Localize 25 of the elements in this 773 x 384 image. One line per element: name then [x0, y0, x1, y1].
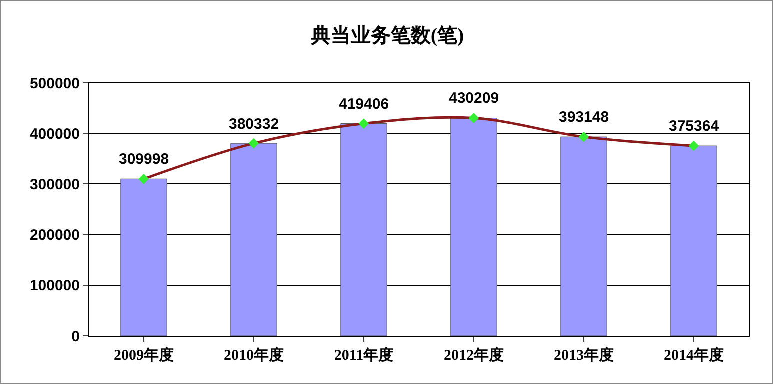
x-tick-label: 2010年度 [224, 346, 284, 364]
x-tick-label: 2009年度 [114, 346, 174, 364]
y-tick-label: 400000 [30, 126, 80, 143]
bar [120, 178, 168, 336]
y-tick-label: 500000 [30, 75, 80, 92]
x-tick-label: 2013年度 [554, 346, 614, 364]
bar [230, 143, 278, 336]
bar [670, 146, 718, 336]
y-tick-label: 0 [72, 328, 80, 346]
y-tick-label: 300000 [30, 176, 80, 194]
bar [340, 124, 388, 336]
data-label: 375364 [669, 118, 720, 135]
y-tick-label: 100000 [30, 278, 80, 295]
data-label: 309998 [119, 151, 170, 168]
x-tick-label: 2012年度 [444, 346, 504, 364]
data-label: 419406 [339, 96, 390, 113]
bar [450, 118, 498, 336]
chart-title: 典当业务笔数(笔) [310, 24, 464, 47]
data-label: 380332 [229, 116, 280, 133]
x-tick-label: 2014年度 [664, 346, 724, 364]
x-tick-label: 2011年度 [334, 346, 394, 364]
bar [560, 136, 608, 336]
data-label: 430209 [449, 90, 500, 107]
data-label: 393148 [559, 109, 610, 126]
y-tick-label: 200000 [30, 227, 80, 244]
